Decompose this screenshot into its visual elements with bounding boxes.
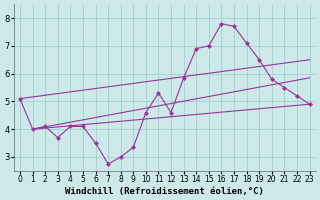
X-axis label: Windchill (Refroidissement éolien,°C): Windchill (Refroidissement éolien,°C)	[65, 187, 264, 196]
